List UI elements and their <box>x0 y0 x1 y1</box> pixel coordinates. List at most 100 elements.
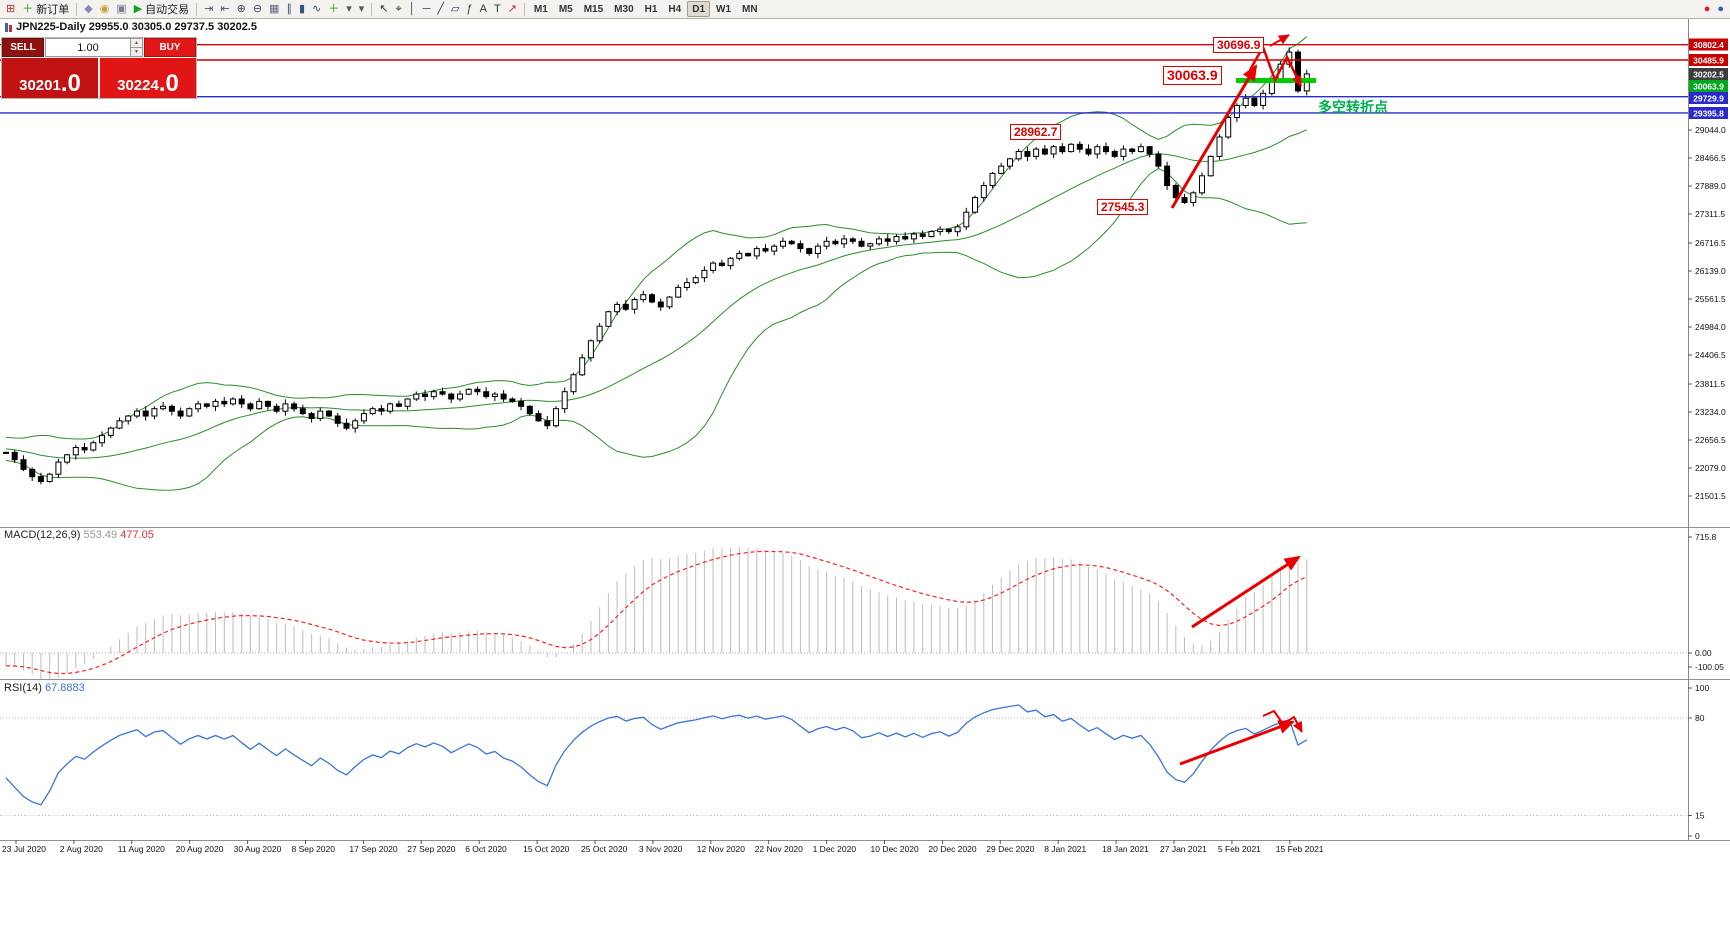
auto-trading-button[interactable]: ▶ 自动交易 <box>133 2 190 16</box>
vertical-line-icon[interactable]: │ <box>408 2 416 15</box>
annotation-level-30063[interactable]: 30063.9 <box>1163 66 1222 85</box>
rsi-trend-arrow <box>1179 720 1295 766</box>
bar-chart-icon[interactable]: ∥ <box>286 2 292 15</box>
svg-text:2 Aug 2020: 2 Aug 2020 <box>60 844 103 854</box>
timeframe-w1-button[interactable]: W1 <box>716 3 732 15</box>
svg-text:29 Dec 2020: 29 Dec 2020 <box>986 844 1034 854</box>
macd-trend-arrow <box>1191 555 1301 629</box>
svg-text:30202.5: 30202.5 <box>1693 69 1724 79</box>
annotation-level-28962[interactable]: 28962.7 <box>1010 124 1062 140</box>
new-order-button[interactable]: ＋新订单 <box>22 2 70 16</box>
zoom-in-icon[interactable]: ⊕ <box>236 2 246 15</box>
horizontal-line-icon[interactable]: ─ <box>422 2 431 15</box>
indicators-icon[interactable]: ＋ <box>328 2 340 15</box>
cursor-icon[interactable]: ↖ <box>379 2 389 15</box>
svg-text:21501.5: 21501.5 <box>1695 491 1726 501</box>
svg-text:1 Dec 2020: 1 Dec 2020 <box>813 844 857 854</box>
svg-text:27 Sep 2020: 27 Sep 2020 <box>407 844 455 854</box>
spin-up-icon[interactable]: ▲ <box>131 39 142 47</box>
time-axis[interactable]: 23 Jul 2020 2 Aug 2020 11 Aug 2020 20 Aug 2… <box>2 840 1324 854</box>
svg-text:30802.4: 30802.4 <box>1693 40 1724 50</box>
profiles-icon[interactable]: ◆ <box>84 2 93 15</box>
spin-down-icon[interactable]: ▼ <box>131 47 142 56</box>
toolbar: ⊞ ＋新订单 ◆ ◉ ▣ ▶ 自动交易 ⇥ ⇤ ⊕ ⊖ ▦ ∥ ▮ ∿ ＋ ▾ ▾ ↖ ⌖ │ ─ ╱ ▱ ƒ A T ↗ M1 M5 M1… <box>0 0 1730 19</box>
rsi-zigzag <box>1262 709 1303 733</box>
toolbar-separator <box>523 2 525 16</box>
timeframe-h4-button[interactable]: H4 <box>668 3 682 15</box>
timeframe-mn-button[interactable]: MN <box>742 3 758 15</box>
annotation-high-30696[interactable]: 30696.9 <box>1213 37 1265 53</box>
new-chart-icon[interactable]: ⊞ <box>6 2 16 15</box>
svg-text:24984.0: 24984.0 <box>1695 322 1726 332</box>
svg-text:25 Oct 2020: 25 Oct 2020 <box>581 844 628 854</box>
chart-shift-icon[interactable]: ⇤ <box>220 2 230 15</box>
svg-text:30485.9: 30485.9 <box>1693 56 1724 66</box>
toolbar-separator <box>371 2 373 16</box>
label-icon[interactable]: T <box>493 2 501 15</box>
svg-text:27889.0: 27889.0 <box>1695 181 1726 191</box>
svg-text:28466.5: 28466.5 <box>1695 153 1726 163</box>
trend-arrows[interactable] <box>1170 34 1303 766</box>
svg-text:3 Nov 2020: 3 Nov 2020 <box>639 844 683 854</box>
svg-text:23811.5: 23811.5 <box>1695 379 1725 389</box>
fibonacci-icon[interactable]: ƒ <box>466 2 473 15</box>
periods-dropdown-icon[interactable]: ▾ <box>346 2 352 15</box>
svg-text:27 Jan 2021: 27 Jan 2021 <box>1160 844 1207 854</box>
channel-icon[interactable]: ▱ <box>451 2 460 15</box>
line-chart-icon[interactable]: ∿ <box>312 2 322 15</box>
timeframe-d1-button[interactable]: D1 <box>687 1 711 17</box>
svg-text:20 Aug 2020: 20 Aug 2020 <box>176 844 224 854</box>
svg-text:0: 0 <box>1695 831 1700 841</box>
annotation-level-27545[interactable]: 27545.3 <box>1097 199 1149 215</box>
buy-price-button[interactable]: 30224.0 <box>100 58 196 98</box>
svg-text:8 Jan 2021: 8 Jan 2021 <box>1044 844 1086 854</box>
svg-text:10 Dec 2020: 10 Dec 2020 <box>871 844 919 854</box>
auto-scroll-icon[interactable]: ⇥ <box>204 2 214 15</box>
svg-text:29395.8: 29395.8 <box>1693 108 1724 118</box>
candlestick-chart-icon[interactable]: ▮ <box>298 2 306 15</box>
terminal-icon[interactable]: ▣ <box>116 2 127 15</box>
svg-text:15 Feb 2021: 15 Feb 2021 <box>1276 844 1324 854</box>
timeframe-m1-button[interactable]: M1 <box>533 3 548 15</box>
templates-dropdown-icon[interactable]: ▾ <box>358 2 365 15</box>
price-axis[interactable]: 29044.0 28466.5 27889.0 27311.5 26716.5 26139… <box>0 19 1730 841</box>
red-circle-icon[interactable]: ● <box>1703 2 1711 15</box>
timeframe-m15-button[interactable]: M15 <box>583 3 604 15</box>
svg-text:29729.9: 29729.9 <box>1693 93 1724 103</box>
svg-text:6 Oct 2020: 6 Oct 2020 <box>465 844 507 854</box>
volume-value[interactable]: 1.00 <box>77 41 99 54</box>
volume-stepper[interactable]: 1.00 ▲ ▼ <box>45 38 143 57</box>
candles-layer <box>3 47 1310 485</box>
trendline-icon[interactable]: ╱ <box>437 2 445 15</box>
sell-price-button[interactable]: 30201.0 <box>2 58 98 98</box>
svg-text:30063.9: 30063.9 <box>1693 81 1724 91</box>
text-icon[interactable]: A <box>479 2 487 15</box>
pullback-zigzag <box>1248 44 1303 87</box>
timeframe-m30-button[interactable]: M30 <box>614 3 634 15</box>
main-trend-arrow <box>1170 64 1258 209</box>
annotation-turning-point[interactable]: 多空转折点 <box>1318 99 1388 115</box>
svg-text:100: 100 <box>1695 683 1709 693</box>
buy-button[interactable]: BUY <box>144 38 196 57</box>
crosshair-icon[interactable]: ⌖ <box>395 2 402 15</box>
timeframe-h1-button[interactable]: H1 <box>644 3 658 15</box>
svg-text:15 Oct 2020: 15 Oct 2020 <box>523 844 570 854</box>
volume-spinner[interactable]: ▲ ▼ <box>130 39 142 56</box>
grid-icon[interactable]: ▦ <box>269 2 280 15</box>
alerts-icon[interactable]: ◉ <box>99 2 110 15</box>
sell-button[interactable]: SELL <box>2 38 44 57</box>
one-click-trading-panel: SELL 1.00 ▲ ▼ BUY 30201.0 30224.0 <box>1 37 197 99</box>
svg-text:0.00: 0.00 <box>1695 648 1712 658</box>
rsi-pane <box>0 704 1688 816</box>
blue-circle-icon[interactable]: ● <box>1717 2 1724 15</box>
svg-text:-100.05: -100.05 <box>1695 662 1724 672</box>
svg-text:22 Nov 2020: 22 Nov 2020 <box>755 844 803 854</box>
svg-text:30 Aug 2020: 30 Aug 2020 <box>234 844 282 854</box>
chart-title-text: JPN225-Daily 29955.0 30305.0 29737.5 302… <box>16 21 257 33</box>
horizontal-level-lines[interactable] <box>0 44 1688 114</box>
arrows-icon[interactable]: ↗ <box>507 2 517 15</box>
svg-text:15: 15 <box>1695 811 1705 821</box>
zoom-out-icon[interactable]: ⊖ <box>252 2 263 15</box>
timeframe-m5-button[interactable]: M5 <box>558 3 573 15</box>
